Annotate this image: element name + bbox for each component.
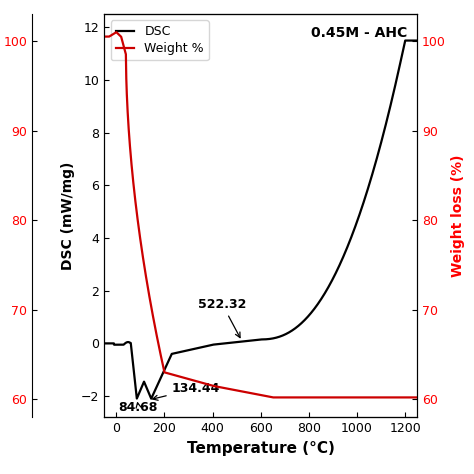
Text: 84.68: 84.68 — [118, 401, 158, 413]
Weight % — [408, 394, 414, 400]
DSC — [148, 396, 154, 401]
Weight % — [221, 385, 227, 391]
DSC — [408, 38, 414, 44]
Y-axis label: Weight loss (%): Weight loss (%) — [451, 155, 465, 277]
Weight % — [414, 394, 420, 400]
Weight % — [374, 394, 380, 400]
X-axis label: Temperature (°C): Temperature (°C) — [187, 440, 335, 456]
Weight % — [101, 34, 107, 39]
Weight % — [235, 388, 241, 393]
Weight % — [113, 29, 119, 35]
DSC — [414, 38, 420, 44]
Legend: DSC, Weight %: DSC, Weight % — [110, 20, 209, 60]
Weight % — [137, 235, 143, 240]
Line: Weight %: Weight % — [104, 32, 417, 397]
Text: 134.44: 134.44 — [153, 382, 220, 400]
Weight % — [270, 394, 275, 400]
DSC — [402, 38, 408, 44]
Y-axis label: DSC (mW/mg): DSC (mW/mg) — [62, 162, 75, 270]
Weight % — [156, 342, 162, 348]
DSC — [374, 154, 380, 159]
DSC — [101, 340, 107, 346]
DSC — [137, 388, 143, 394]
Text: 0.45M - AHC: 0.45M - AHC — [311, 27, 408, 40]
DSC — [221, 341, 227, 346]
DSC — [156, 380, 162, 385]
DSC — [235, 339, 241, 345]
Text: 522.32: 522.32 — [198, 298, 246, 337]
Line: DSC: DSC — [104, 41, 417, 399]
